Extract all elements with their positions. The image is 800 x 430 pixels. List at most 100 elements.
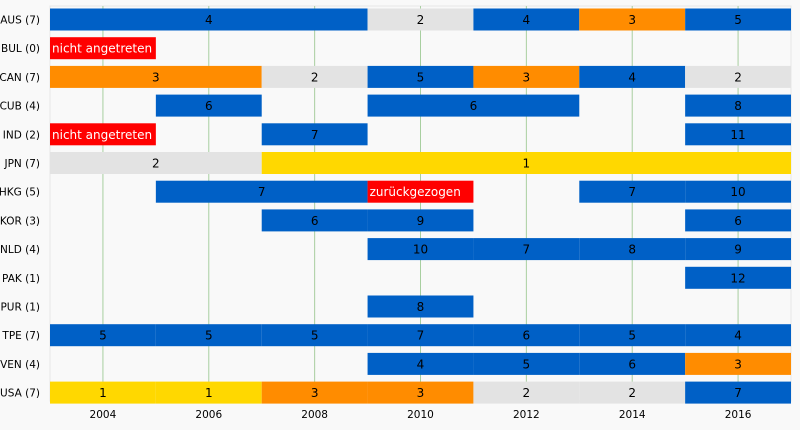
segment-label: 8 [628, 243, 636, 257]
bar-segment [367, 209, 474, 232]
bar-segment [473, 8, 580, 31]
bar-segment [367, 238, 474, 261]
segment-label: 6 [311, 214, 319, 228]
segment-label: 6 [734, 214, 742, 228]
bar-segment [579, 352, 686, 375]
segment-label: 10 [413, 243, 428, 257]
segment-label: 7 [734, 386, 742, 400]
bar-segment [685, 180, 791, 203]
bar-segment [155, 324, 262, 347]
row-label: IND (2) [3, 129, 40, 141]
row-label: PAK (1) [2, 273, 40, 285]
row-labels: AUS (7) BUL (0) CAN (7) CUB (4) IND (2) JPN (… [0, 15, 40, 400]
segment-label: 6 [470, 99, 478, 113]
segment-label: 4 [417, 357, 425, 371]
bar-segment [50, 37, 156, 60]
bar-segment [579, 180, 686, 203]
bar-segment [50, 381, 156, 404]
bar-segment [367, 324, 474, 347]
bar-segment [473, 324, 580, 347]
bar-segment [579, 8, 686, 31]
bar-segment [685, 266, 791, 289]
bar-segment [579, 65, 686, 88]
segment-label: 1 [205, 386, 213, 400]
bar-segment [50, 65, 262, 88]
segment-label: 2 [417, 13, 425, 27]
segment-label: 4 [628, 70, 636, 84]
bar-segment [473, 381, 580, 404]
bar-segment [685, 8, 791, 31]
segment-label: 4 [734, 329, 742, 343]
segment-label: 6 [628, 357, 636, 371]
row-label: NLD (4) [0, 244, 40, 256]
segment-label: 7 [523, 243, 531, 257]
segment-label: 1 [99, 386, 107, 400]
bar-segment [261, 123, 368, 146]
row-label: AUS (7) [0, 15, 40, 27]
bar-segment [50, 152, 262, 174]
segment-label: 1 [523, 157, 531, 171]
bar-segment [367, 94, 580, 117]
segment-label: 6 [523, 329, 531, 343]
segment-label: 12 [730, 271, 745, 285]
row-label: HKG (5) [0, 187, 40, 199]
segment-label: 5 [417, 70, 425, 84]
segment-label: 8 [734, 99, 742, 113]
segment-label: 3 [417, 386, 425, 400]
segment-label: 5 [99, 329, 107, 343]
segment-label: 7 [258, 185, 266, 199]
bar-segment [685, 352, 791, 375]
bar-segment [473, 238, 580, 261]
bar-segment [50, 324, 156, 347]
segment-label: 5 [311, 329, 319, 343]
segment-label: 3 [523, 70, 531, 84]
row-label: BUL (0) [1, 43, 40, 55]
bar-segment [367, 381, 474, 404]
bar-segment [685, 381, 791, 404]
row-label: PUR (1) [0, 302, 40, 314]
bar-segment [261, 209, 368, 232]
bar-segment [473, 65, 580, 88]
bar-segment [685, 65, 791, 88]
bar-segment [367, 8, 474, 31]
segment-label: 3 [311, 386, 319, 400]
row-label: JPN (7) [4, 158, 41, 170]
bars-layer: 4 2 4 3 5 nicht angetreten 3 2 5 3 4 2 6 6 8 nicht ange… [50, 8, 791, 404]
x-tick-label: 2016 [725, 409, 752, 421]
row-label: VEN (4) [0, 359, 40, 371]
bar-segment [367, 65, 474, 88]
segment-label: 6 [205, 99, 213, 113]
segment-label: nicht angetreten [52, 42, 152, 56]
bar-segment [579, 324, 686, 347]
row-label: CUB (4) [0, 101, 40, 113]
bar-segment [261, 152, 791, 174]
bar-segment [261, 324, 368, 347]
segment-label: 2 [152, 157, 160, 171]
bar-segment [685, 324, 791, 347]
bar-segment [685, 238, 791, 261]
segment-label: 3 [628, 13, 636, 27]
segment-label: 4 [523, 13, 531, 27]
segment-label: 5 [734, 13, 742, 27]
segment-label: 5 [523, 357, 531, 371]
bar-segment [473, 352, 580, 375]
segment-label: 7 [311, 128, 319, 142]
row-label: KOR (3) [0, 215, 40, 227]
bar-segment [50, 123, 156, 146]
segment-label: nicht angetreten [52, 128, 152, 142]
bar-segment [50, 8, 368, 31]
x-tick-label: 2012 [513, 409, 540, 421]
bar-segment [685, 123, 791, 146]
bar-segment [685, 209, 791, 232]
segment-label: 7 [417, 329, 425, 343]
bar-segment [155, 94, 262, 117]
segment-label: 8 [417, 300, 425, 314]
row-label: USA (7) [0, 388, 40, 400]
segment-label: 10 [730, 185, 745, 199]
segment-label: 4 [205, 13, 213, 27]
bar-segment [685, 94, 791, 117]
segment-label: 2 [523, 386, 531, 400]
bar-segment [367, 352, 474, 375]
row-label: CAN (7) [0, 72, 40, 84]
